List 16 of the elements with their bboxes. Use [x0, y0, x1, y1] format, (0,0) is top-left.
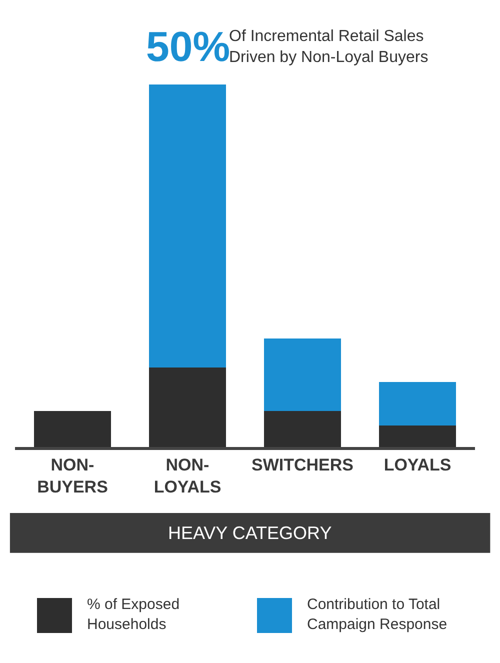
x-axis-title: HEAVY CATEGORY: [168, 523, 332, 543]
bar: [378, 425, 456, 447]
bar: [34, 410, 112, 447]
x-tick-label: NON- LOYALS: [154, 455, 222, 496]
bar: [378, 382, 456, 426]
legend-label: % of Exposed Households: [87, 595, 180, 635]
x-tick-label: NON- BUYERS: [37, 455, 108, 496]
x-tick-label: SWITCHERS: [252, 455, 354, 474]
text: 50%: [146, 23, 230, 70]
text: Of Incremental Retail Sales Driven by Non-Loyal Buyers: [229, 28, 428, 66]
x-tick-label: LOYALS: [384, 455, 452, 474]
bar: [264, 338, 342, 411]
bar: [264, 410, 342, 447]
legend-label: Contribution to Total Campaign Response: [307, 595, 448, 635]
bar: [148, 84, 226, 368]
bar: [148, 367, 226, 447]
